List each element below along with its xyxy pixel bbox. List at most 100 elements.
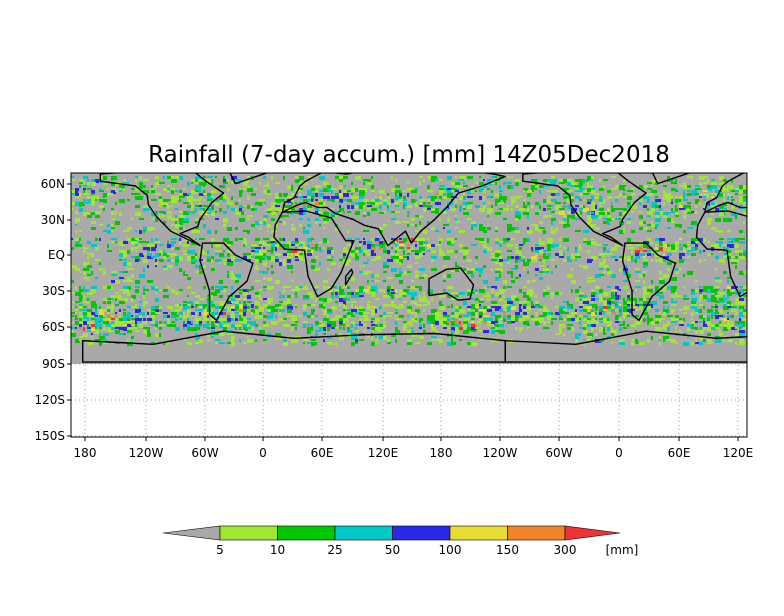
rain-cell: [199, 238, 205, 240]
rain-cell: [255, 295, 260, 297]
rain-cell: [743, 312, 747, 315]
rain-cell: [111, 280, 115, 283]
rain-cell: [455, 315, 458, 318]
rain-cell: [91, 221, 96, 224]
rain-cell: [303, 298, 309, 300]
rain-cell: [415, 262, 418, 264]
rain-cell: [679, 202, 681, 206]
rain-cell: [723, 298, 727, 301]
rain-cell: [331, 256, 334, 258]
rain-cell: [343, 318, 348, 321]
rain-cell: [351, 253, 356, 257]
rain-cell: [563, 324, 565, 328]
legend-threshold-label: 300: [554, 543, 577, 557]
rain-cell: [551, 230, 556, 234]
rain-cell: [651, 301, 657, 305]
rain-cell: [643, 256, 646, 258]
rain-cell: [727, 190, 729, 192]
rain-cell: [79, 244, 82, 247]
rain-cell: [367, 199, 369, 202]
rain-cell: [707, 333, 711, 336]
rain-cell: [527, 280, 530, 284]
rain-cell: [135, 280, 140, 284]
rain-cell: [259, 199, 265, 201]
rain-cell: [199, 309, 205, 311]
rain-cell: [515, 277, 519, 279]
rain-cell: [239, 312, 244, 315]
legend-swatch: [277, 525, 336, 541]
rain-cell: [487, 208, 493, 212]
rain-cell: [611, 306, 614, 309]
rain-cell: [703, 318, 705, 321]
rain-cell: [287, 304, 292, 306]
rain-cell: [503, 295, 505, 298]
rain-cell: [715, 306, 718, 308]
rain-cell: [347, 315, 351, 318]
rain-cell: [227, 274, 229, 278]
rain-cell: [223, 259, 227, 261]
rain-cell: [243, 327, 248, 331]
rain-cell: [127, 268, 132, 270]
rain-cell: [167, 215, 172, 219]
rain-cell: [95, 339, 101, 342]
rain-cell: [279, 199, 285, 202]
rain-cell: [103, 176, 107, 180]
rain-cell: [215, 253, 218, 255]
rain-cell: [691, 312, 694, 316]
rain-cell: [611, 312, 616, 314]
rain-cell: [167, 342, 169, 345]
rain-cell: [127, 327, 133, 331]
rain-cell: [447, 188, 452, 190]
rain-cell: [735, 265, 737, 269]
rain-cell: [171, 230, 176, 233]
rain-cell: [495, 306, 501, 310]
rain-cell: [315, 321, 321, 325]
rain-cell: [359, 205, 364, 209]
rain-cell: [391, 211, 396, 213]
rain-cell: [543, 199, 546, 203]
rain-cell: [691, 190, 697, 193]
rain-cell: [375, 256, 381, 260]
rain-cell: [559, 292, 562, 295]
rain-cell: [647, 224, 651, 226]
rain-cell: [695, 202, 698, 204]
rain-cell: [195, 218, 198, 221]
rain-cell: [179, 199, 181, 202]
rain-cell: [119, 301, 125, 304]
rain-cell: [599, 256, 601, 258]
rain-cell: [107, 286, 113, 289]
rain-cell: [439, 318, 443, 321]
rain-cell: [539, 256, 545, 258]
rain-cell: [359, 306, 363, 310]
rain-cell: [187, 199, 192, 202]
rain-cell: [643, 265, 647, 268]
rain-cell: [695, 244, 698, 248]
rain-cell: [395, 253, 399, 256]
rain-cell: [303, 182, 308, 185]
rain-cell: [515, 247, 518, 249]
rain-cell: [727, 193, 730, 197]
rain-cell: [287, 212, 292, 214]
rain-cell: [607, 196, 612, 199]
rain-cell: [339, 205, 341, 208]
rain-cell: [335, 227, 338, 231]
rain-cell: [567, 315, 573, 319]
rain-cell: [483, 318, 487, 322]
rain-cell: [275, 333, 281, 337]
rain-cell: [323, 280, 328, 283]
rain-cell: [543, 295, 545, 297]
rain-cell: [655, 309, 659, 312]
rain-cell: [443, 196, 449, 199]
rain-cell: [147, 256, 153, 259]
rain-cell: [395, 196, 399, 200]
lon-tick-label: 180: [430, 446, 453, 460]
rain-cell: [255, 247, 261, 249]
rain-cell: [175, 218, 178, 220]
rain-cell: [351, 292, 354, 295]
rain-cell: [723, 324, 729, 327]
rain-cell: [587, 312, 592, 314]
rain-cell: [599, 312, 602, 315]
rain-cell: [543, 215, 548, 218]
rain-cell: [639, 199, 643, 202]
rain-cell: [199, 208, 203, 210]
